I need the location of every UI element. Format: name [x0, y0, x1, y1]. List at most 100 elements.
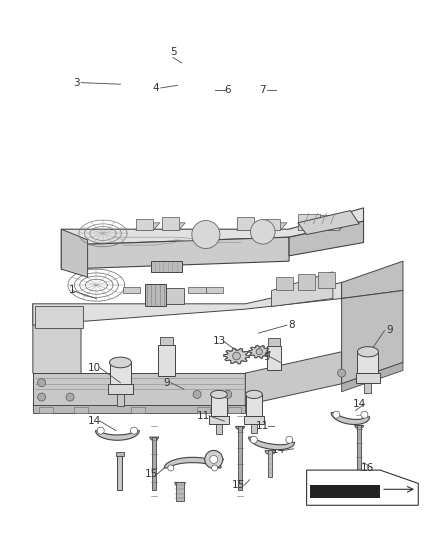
Circle shape [251, 220, 275, 244]
Polygon shape [268, 450, 272, 477]
Polygon shape [197, 407, 210, 413]
Polygon shape [289, 221, 364, 256]
Polygon shape [39, 407, 53, 413]
Text: 14: 14 [353, 399, 366, 409]
Polygon shape [320, 223, 346, 230]
Polygon shape [267, 346, 281, 370]
Polygon shape [355, 425, 364, 429]
Polygon shape [33, 304, 81, 394]
Polygon shape [246, 394, 262, 416]
Polygon shape [298, 214, 320, 230]
Circle shape [256, 349, 262, 355]
Polygon shape [110, 357, 131, 368]
Polygon shape [117, 394, 124, 406]
Polygon shape [298, 223, 326, 230]
Polygon shape [246, 390, 262, 399]
Polygon shape [110, 362, 131, 384]
Text: 8: 8 [288, 320, 295, 330]
Polygon shape [263, 219, 280, 230]
Polygon shape [342, 261, 403, 298]
Circle shape [333, 411, 340, 418]
Polygon shape [356, 373, 380, 383]
Text: 14: 14 [272, 446, 285, 455]
Text: 10: 10 [88, 363, 101, 373]
Polygon shape [244, 416, 264, 424]
Polygon shape [164, 457, 221, 468]
Text: 15: 15 [145, 470, 158, 479]
Polygon shape [236, 426, 244, 430]
Text: 15: 15 [232, 480, 245, 490]
Text: 11: 11 [197, 411, 210, 421]
Circle shape [66, 393, 74, 401]
Polygon shape [209, 416, 229, 424]
Polygon shape [357, 346, 378, 357]
Polygon shape [318, 272, 335, 288]
Polygon shape [176, 482, 184, 501]
Polygon shape [162, 223, 185, 230]
Circle shape [338, 369, 346, 377]
Text: 14: 14 [88, 416, 101, 426]
Polygon shape [249, 345, 270, 358]
Text: 6: 6 [224, 85, 231, 94]
Polygon shape [150, 437, 159, 440]
Polygon shape [33, 405, 245, 413]
Polygon shape [35, 306, 83, 328]
Polygon shape [276, 277, 293, 290]
Polygon shape [188, 287, 206, 293]
Polygon shape [310, 485, 380, 498]
Circle shape [210, 455, 218, 464]
Polygon shape [357, 425, 361, 480]
Circle shape [38, 393, 46, 401]
Circle shape [205, 450, 223, 469]
Text: 9: 9 [386, 326, 393, 335]
Text: 5: 5 [170, 47, 177, 57]
Circle shape [286, 436, 293, 443]
Polygon shape [298, 211, 359, 235]
Polygon shape [162, 217, 179, 230]
Polygon shape [158, 372, 175, 379]
Polygon shape [357, 352, 378, 373]
Polygon shape [237, 223, 261, 230]
Circle shape [212, 465, 218, 471]
Polygon shape [145, 284, 166, 306]
Polygon shape [136, 219, 153, 230]
Circle shape [97, 427, 104, 434]
Circle shape [224, 390, 232, 399]
Polygon shape [175, 482, 185, 487]
Polygon shape [74, 407, 88, 413]
Polygon shape [108, 384, 133, 394]
Polygon shape [95, 431, 139, 440]
Circle shape [193, 390, 201, 399]
Polygon shape [61, 229, 88, 277]
Circle shape [168, 465, 174, 471]
Polygon shape [331, 413, 370, 424]
Polygon shape [136, 223, 160, 230]
Polygon shape [33, 373, 245, 405]
Polygon shape [33, 282, 342, 325]
Circle shape [131, 427, 138, 434]
Polygon shape [228, 407, 241, 413]
Circle shape [233, 352, 240, 360]
Polygon shape [249, 437, 294, 450]
Polygon shape [131, 407, 145, 413]
Polygon shape [298, 274, 315, 290]
Polygon shape [116, 452, 124, 456]
Polygon shape [263, 223, 287, 230]
Circle shape [251, 436, 257, 443]
Polygon shape [238, 426, 242, 490]
Polygon shape [342, 290, 403, 384]
Text: 4: 4 [152, 83, 159, 93]
Polygon shape [223, 348, 250, 364]
Polygon shape [211, 394, 227, 416]
Text: 1: 1 [69, 286, 76, 295]
Polygon shape [117, 453, 122, 490]
Text: 9: 9 [163, 378, 170, 387]
Polygon shape [211, 390, 227, 399]
Polygon shape [149, 288, 184, 304]
Polygon shape [272, 272, 333, 306]
Text: 7: 7 [259, 85, 266, 94]
Polygon shape [160, 337, 173, 345]
Polygon shape [216, 424, 222, 434]
Polygon shape [364, 383, 371, 393]
Polygon shape [267, 367, 281, 374]
